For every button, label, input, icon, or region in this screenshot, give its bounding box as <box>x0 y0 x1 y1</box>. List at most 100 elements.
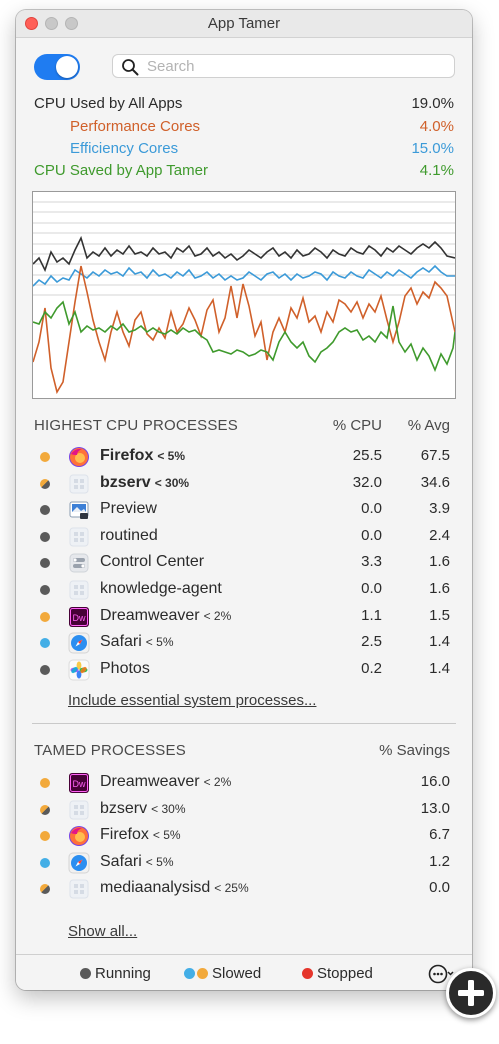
performance-cores-value: 4.0% <box>419 118 454 135</box>
avg-value: 1.6 <box>429 553 450 570</box>
status-dot <box>40 532 50 542</box>
search-box[interactable] <box>112 54 455 78</box>
tamed-row[interactable]: bzserv < 30% 13.0 <box>16 797 472 823</box>
status-dot <box>40 805 50 815</box>
efficiency-cores-value: 15.0% <box>411 140 454 157</box>
process-row[interactable]: Safari < 5% 2.5 1.4 <box>16 630 472 656</box>
process-name: knowledge-agent <box>100 580 222 597</box>
total-cpu-line <box>33 235 455 273</box>
avg-value: 1.4 <box>429 633 450 650</box>
minimize-button[interactable] <box>45 17 58 30</box>
tamed-row[interactable]: mediaanalysisd < 25% 0.0 <box>16 876 472 902</box>
process-name: Safari < 5% <box>100 633 174 650</box>
show-all-link[interactable]: Show all... <box>68 923 138 940</box>
savings-column-header[interactable]: % Savings <box>379 742 450 759</box>
status-dot <box>40 585 50 595</box>
status-dot <box>40 858 50 868</box>
process-row[interactable]: Preview 0.0 3.9 <box>16 497 472 523</box>
process-name: bzserv < 30% <box>100 800 186 817</box>
highest-cpu-heading: HIGHEST CPU PROCESSES <box>34 417 238 434</box>
cpu-used-label: CPU Used by All Apps <box>34 95 183 112</box>
process-name: Dreamweaver < 2% <box>100 773 232 790</box>
process-name: Safari < 5% <box>100 853 174 870</box>
safari-icon <box>68 632 90 654</box>
process-row[interactable]: Control Center 3.3 1.6 <box>16 550 472 576</box>
tamed-processes-heading: TAMED PROCESSES <box>34 742 186 759</box>
performance-cores-line <box>33 265 455 395</box>
avg-value: 2.4 <box>429 527 450 544</box>
zoom-button[interactable] <box>65 17 78 30</box>
process-name: Preview <box>100 500 157 517</box>
add-plus-icon[interactable] <box>446 968 496 1018</box>
status-dot <box>40 505 50 515</box>
avg-value: 34.6 <box>420 474 450 491</box>
stopped-dot <box>302 968 313 979</box>
savings-value: 0.0 <box>429 879 450 896</box>
more-options-icon[interactable] <box>428 963 454 985</box>
cpu-value: 0.0 <box>361 580 382 597</box>
cpu-used-value: 19.0% <box>411 95 454 112</box>
status-dot <box>40 778 50 788</box>
legend-running: Running <box>80 965 151 982</box>
cpu-saved-value: 4.1% <box>419 162 454 179</box>
tamed-row[interactable]: Dw Dreamweaver < 2% 16.0 <box>16 770 472 796</box>
process-name: routined <box>100 527 158 544</box>
avg-value: 1.6 <box>429 580 450 597</box>
avg-value: 3.9 <box>429 500 450 517</box>
cpu-graph-svg <box>33 201 455 395</box>
search-input[interactable] <box>147 57 447 75</box>
svg-text:Dw: Dw <box>73 613 86 623</box>
legend-slowed: Slowed <box>184 965 261 982</box>
process-name: Firefox < 5% <box>100 826 181 843</box>
firefox-icon <box>69 826 89 846</box>
tamed-row[interactable]: Firefox < 5% 6.7 <box>16 823 472 849</box>
status-dot <box>40 558 50 568</box>
savings-value: 13.0 <box>420 800 450 817</box>
process-row[interactable]: knowledge-agent 0.0 1.6 <box>16 577 472 603</box>
status-dot <box>40 638 50 648</box>
process-name: Control Center <box>100 553 205 570</box>
avg-value: 1.4 <box>429 660 450 677</box>
svg-text:Dw: Dw <box>73 779 86 789</box>
close-button[interactable] <box>25 17 38 30</box>
cpu-saved-line <box>33 300 455 373</box>
process-name: Photos <box>100 660 150 677</box>
process-row[interactable]: bzserv < 30% 32.0 34.6 <box>16 471 472 497</box>
cpu-value: 0.2 <box>361 660 382 677</box>
cpu-value: 25.5 <box>352 447 382 464</box>
window-title: App Tamer <box>207 15 281 32</box>
include-system-processes-link[interactable]: Include essential system processes... <box>68 692 317 709</box>
title-bar: App Tamer <box>16 10 472 38</box>
search-icon <box>122 59 139 76</box>
efficiency-cores-label: Efficiency Cores <box>70 140 179 157</box>
cpu-value: 1.1 <box>361 607 382 624</box>
photos-icon <box>68 659 90 681</box>
avg-value: 1.5 <box>429 607 450 624</box>
slowed-blue-dot <box>184 968 195 979</box>
cpu-value: 2.5 <box>361 633 382 650</box>
safari-icon <box>68 852 90 874</box>
process-name: Dreamweaver < 2% <box>100 607 232 624</box>
status-legend-bar: Running Slowed Stopped <box>16 954 472 990</box>
cpu-value: 32.0 <box>352 474 382 491</box>
process-row[interactable]: Dw Dreamweaver < 2% 1.1 1.5 <box>16 604 472 630</box>
process-name: mediaanalysisd < 25% <box>100 879 249 896</box>
status-dot <box>40 479 50 489</box>
savings-value: 16.0 <box>420 773 450 790</box>
dreamweaver-icon: Dw <box>69 607 89 627</box>
process-row[interactable]: routined 0.0 2.4 <box>16 524 472 550</box>
efficiency-cores-line <box>33 264 455 287</box>
cpu-column-header[interactable]: % CPU <box>332 417 382 434</box>
process-row[interactable]: Firefox < 5% 25.5 67.5 <box>16 444 472 470</box>
cpu-value: 0.0 <box>361 527 382 544</box>
generic-app-icon <box>69 800 89 820</box>
firefox-icon <box>69 447 89 467</box>
tamed-row[interactable]: Safari < 5% 1.2 <box>16 850 472 876</box>
generic-app-icon <box>69 527 89 547</box>
app-tamer-toggle[interactable] <box>34 54 80 80</box>
app-window: App Tamer CPU Used by All Apps 19.0% Per… <box>16 10 472 990</box>
performance-cores-label: Performance Cores <box>70 118 201 135</box>
process-row[interactable]: Photos 0.2 1.4 <box>16 657 472 683</box>
avg-column-header[interactable]: % Avg <box>407 417 450 434</box>
status-dot <box>40 612 50 622</box>
